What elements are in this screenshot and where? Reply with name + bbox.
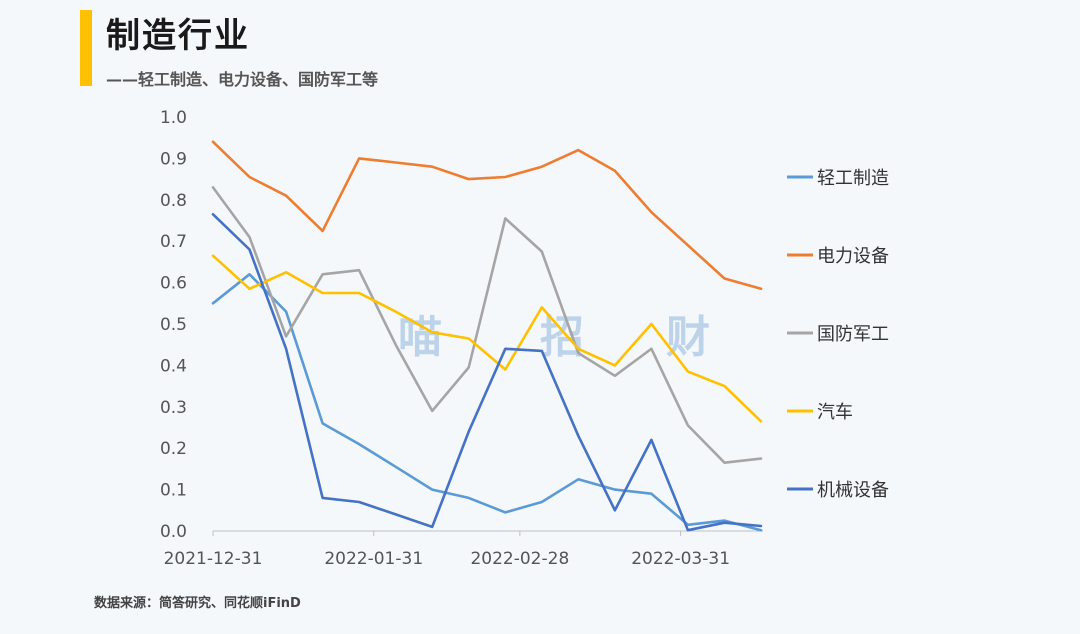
legend-label: 轻工制造 <box>817 168 889 189</box>
x-axis: 2021-12-31 2022-01-31 2022-02-28 2022-03-31 <box>164 531 730 569</box>
watermark-char: 喵 <box>398 312 442 363</box>
x-tick-label: 2022-03-31 <box>631 549 730 569</box>
series-line <box>211 186 763 465</box>
x-tick-label: 2022-02-28 <box>470 549 569 569</box>
legend-label: 机械设备 <box>817 480 889 501</box>
y-tick-label: 0.0 <box>160 522 187 542</box>
series-lines <box>211 140 763 532</box>
y-tick-label: 0.2 <box>160 439 187 459</box>
legend-label: 电力设备 <box>817 246 889 267</box>
x-tick-label: 2021-12-31 <box>164 549 263 569</box>
legend-label: 国防军工 <box>817 324 889 345</box>
source-note: 数据来源：简答研究、同花顺iFinD <box>94 596 301 611</box>
y-tick-label: 0.5 <box>160 315 187 335</box>
page-title: 制造行业 <box>106 16 250 56</box>
series-line <box>211 254 763 423</box>
y-tick-label: 0.7 <box>160 232 187 252</box>
legend-label: 汽车 <box>817 402 853 423</box>
series-line <box>211 140 763 291</box>
watermark-char: 财 <box>666 312 710 363</box>
y-tick-label: 0.6 <box>160 274 187 294</box>
y-tick-label: 0.8 <box>160 191 187 211</box>
title-accent-bar <box>80 10 92 86</box>
y-tick-label: 0.4 <box>160 356 187 376</box>
page-subtitle: ——轻工制造、电力设备、国防军工等 <box>106 70 379 89</box>
y-tick-label: 0.9 <box>160 149 187 169</box>
y-tick-label: 1.0 <box>160 108 187 128</box>
y-tick-label: 0.1 <box>160 481 187 501</box>
series-line <box>211 272 763 532</box>
x-tick-label: 2022-01-31 <box>324 549 423 569</box>
series-line <box>211 213 763 532</box>
watermark-char: 招 <box>540 312 584 363</box>
y-axis: 0.0 0.1 0.2 0.3 0.4 0.5 0.6 0.7 0.8 0.9 1.0 <box>160 108 187 542</box>
y-tick-label: 0.3 <box>160 398 187 418</box>
